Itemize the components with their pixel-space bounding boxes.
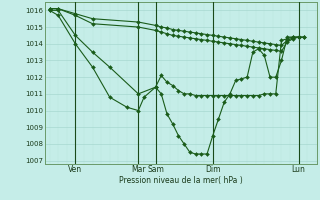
- X-axis label: Pression niveau de la mer( hPa ): Pression niveau de la mer( hPa ): [119, 176, 243, 185]
